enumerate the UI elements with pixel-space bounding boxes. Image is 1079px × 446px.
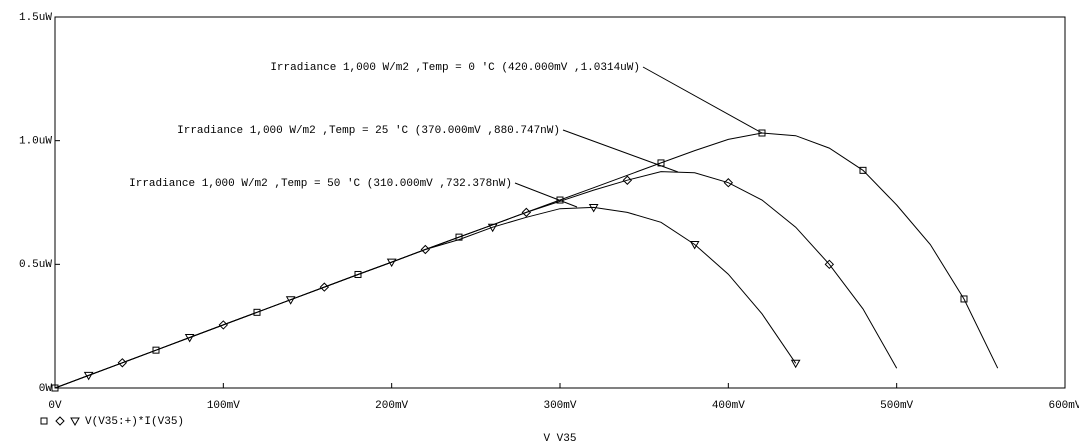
series-line	[54, 206, 797, 389]
data-marker	[588, 203, 599, 213]
data-marker	[420, 244, 431, 255]
annotation: Irradiance 1,000 W/m2 ,Temp = 0 'C (420.…	[270, 62, 640, 74]
data-marker	[83, 371, 94, 381]
x-tick-label: 100mV	[207, 400, 240, 412]
y-tick-label: 0.5uW	[19, 259, 52, 271]
data-marker	[689, 241, 700, 250]
series-line	[54, 132, 999, 389]
data-marker	[521, 207, 532, 218]
data-marker	[455, 233, 463, 241]
legend: V(V35:+)*I(V35)	[40, 416, 184, 428]
legend-diamond	[55, 416, 65, 426]
data-marker	[253, 308, 261, 316]
data-marker	[285, 296, 296, 305]
data-marker	[960, 295, 968, 303]
data-marker	[723, 178, 734, 188]
x-tick-label: 300mV	[543, 400, 576, 412]
x-tick-label: 600mV	[1048, 400, 1079, 412]
legend-label: V(V35:+)*I(V35)	[85, 416, 184, 428]
data-marker	[622, 175, 633, 185]
x-tick-label: 200mV	[375, 400, 408, 412]
legend-triangle	[70, 417, 80, 427]
annotation: Irradiance 1,000 W/m2 ,Temp = 25 'C (370…	[177, 125, 560, 137]
y-tick-label: 1.5uW	[19, 12, 52, 24]
annotation-leader	[514, 182, 578, 208]
data-marker	[184, 334, 195, 343]
x-tick-label: 400mV	[712, 400, 745, 412]
x-tick-label: 500mV	[880, 400, 913, 412]
annotation-leader	[562, 129, 679, 173]
data-marker	[51, 384, 59, 392]
y-tick-label: 0W	[39, 383, 53, 395]
annotation-leader	[642, 66, 763, 134]
data-marker	[152, 346, 160, 354]
data-marker	[487, 223, 498, 233]
data-marker	[859, 166, 867, 174]
y-tick-label: 1.0uW	[19, 136, 52, 148]
data-marker	[824, 259, 835, 270]
series-line	[54, 171, 898, 389]
data-marker	[354, 270, 362, 278]
data-marker	[758, 129, 766, 137]
annotation: Irradiance 1,000 W/m2 ,Temp = 50 'C (310…	[129, 178, 512, 190]
data-marker	[790, 359, 801, 369]
data-marker	[386, 258, 397, 268]
x-axis-label: V V35	[543, 433, 576, 445]
legend-square	[40, 417, 48, 425]
x-tick-label: 0V	[48, 400, 62, 412]
